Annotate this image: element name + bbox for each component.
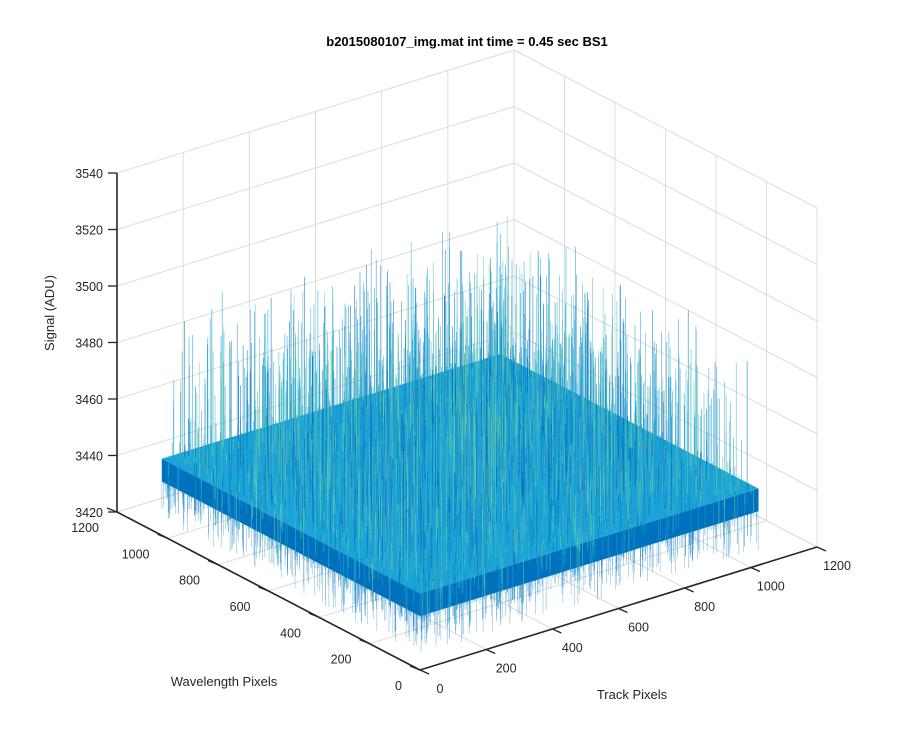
y-tick: [258, 586, 269, 592]
y-tick: [106, 507, 118, 513]
y-tick: [409, 665, 421, 671]
grid-line: [513, 275, 818, 435]
grid-line: [116, 162, 515, 287]
grid-line: [513, 219, 818, 378]
x-tick: [684, 587, 694, 593]
y-tick: [207, 560, 219, 566]
surface-plot: [161, 216, 759, 652]
grid-line: [116, 49, 515, 174]
grid-line: [116, 275, 515, 400]
grid-line: [513, 106, 818, 265]
grid-line: [513, 49, 818, 209]
grid-line: [116, 106, 515, 230]
axes: [106, 172, 827, 675]
x-tick: [750, 566, 761, 573]
x-tick: [816, 546, 827, 552]
surface-side-right: [420, 488, 759, 617]
y-tick: [359, 639, 370, 645]
x-tick: [419, 669, 430, 675]
x-tick: [552, 628, 562, 634]
x-tick: [618, 607, 628, 614]
y-tick: [157, 533, 168, 539]
x-tick: [485, 648, 496, 655]
grid-line: [116, 219, 515, 343]
grid-line: [513, 162, 818, 322]
y-tick: [308, 612, 320, 618]
grid-line: [369, 520, 767, 645]
